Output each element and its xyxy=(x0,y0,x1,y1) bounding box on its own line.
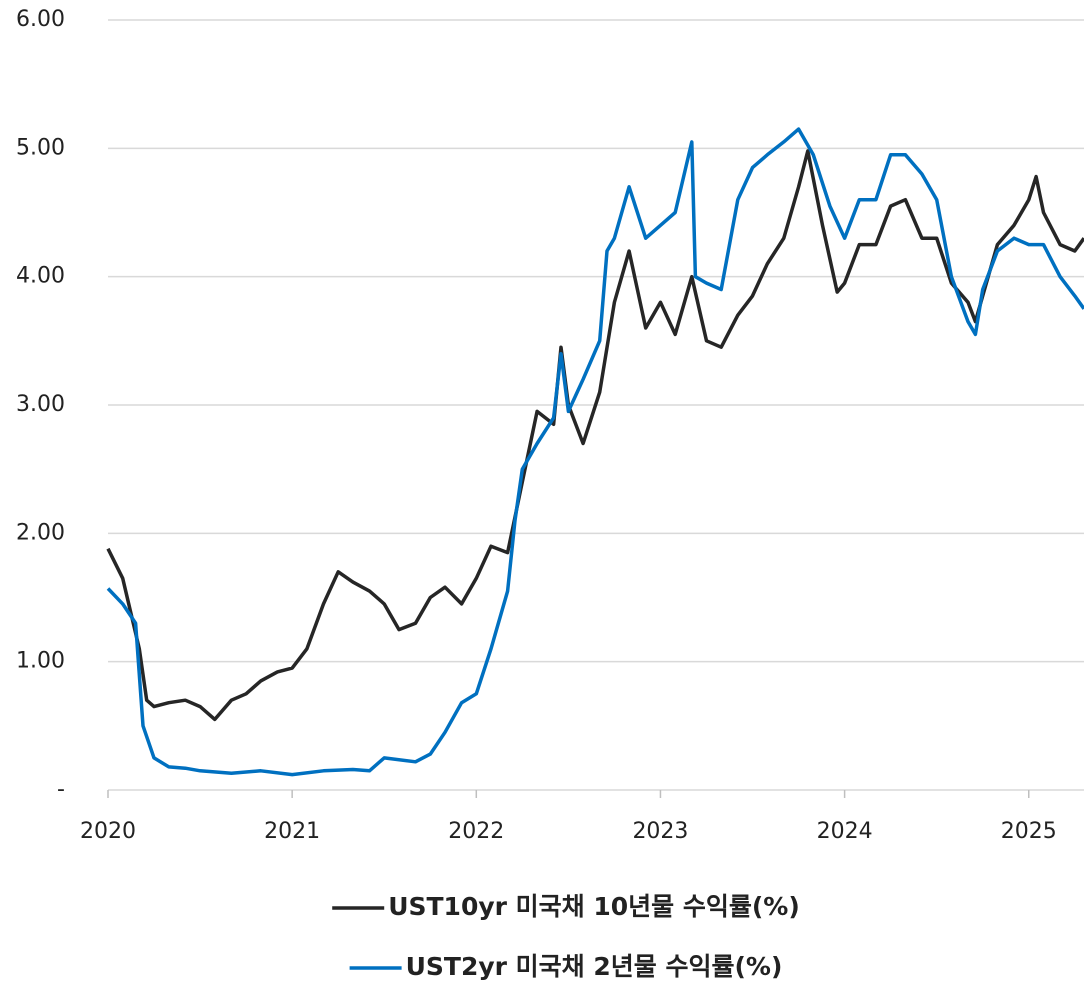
legend-label: UST2yr 미국채 2년물 수익률(%) xyxy=(406,952,783,981)
y-tick-label: 2.00 xyxy=(16,520,65,545)
x-tick-label: 2021 xyxy=(264,819,320,844)
y-tick-label: 1.00 xyxy=(16,649,65,674)
y-tick-label: 6.00 xyxy=(16,7,65,32)
series-line xyxy=(106,149,1084,722)
y-tick-label: - xyxy=(57,777,65,802)
y-tick-label: 4.00 xyxy=(16,264,65,289)
x-tick-label: 2023 xyxy=(632,819,688,844)
x-tick-label: 2020 xyxy=(80,819,136,844)
series-line xyxy=(106,127,1084,777)
x-tick-label: 2024 xyxy=(817,819,873,844)
x-tick-label: 2022 xyxy=(448,819,504,844)
legend-label: UST10yr 미국채 10년물 수익률(%) xyxy=(388,892,800,921)
y-tick-label: 5.00 xyxy=(16,135,65,160)
y-tick-label: 3.00 xyxy=(16,392,65,417)
x-tick-label: 2025 xyxy=(1001,819,1057,844)
